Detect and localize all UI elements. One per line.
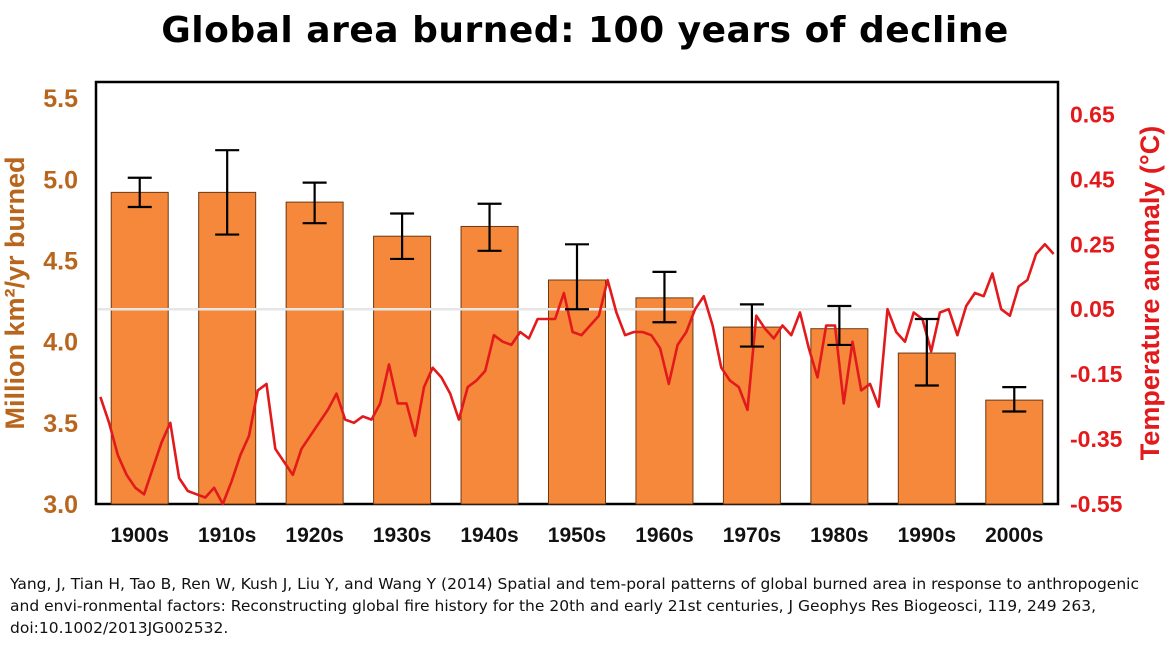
x-tick-label: 1910s — [198, 524, 256, 547]
y2-tick-label: -0.35 — [1070, 426, 1123, 452]
y2-tick-label: 0.45 — [1070, 166, 1115, 192]
y-tick-label: 5.0 — [43, 166, 78, 194]
error-bar — [215, 149, 240, 236]
y2-tick-label: 0.25 — [1070, 231, 1115, 257]
bar — [635, 297, 694, 505]
error-bar — [127, 176, 152, 209]
x-tick-label: 1990s — [898, 524, 956, 547]
bar — [198, 191, 257, 505]
temperature-anomaly-line — [99, 243, 1055, 506]
plot-area: 3.0 3.5 4.0 4.5 5.0 5.5 -0.55 -0.35 -0.15 0.05 0.2… — [0, 80, 1165, 547]
x-tick-label: 1900s — [111, 524, 169, 547]
bar — [722, 326, 781, 505]
error-bar — [652, 270, 677, 324]
y-tick-label: 3.0 — [43, 491, 78, 519]
y2-axis-title: Temperature anomaly (°C) — [1135, 126, 1165, 460]
citation-caption: Yang, J, Tian H, Tao B, Ren W, Kush J, L… — [10, 575, 1139, 637]
x-tick-label: 1940s — [460, 524, 518, 547]
x-tick-label: 1970s — [723, 524, 781, 547]
error-bar — [390, 212, 415, 261]
error-bar — [739, 303, 764, 348]
error-bar — [302, 181, 327, 225]
y2-tick-label: -0.15 — [1070, 361, 1123, 387]
error-bar — [914, 317, 939, 387]
x-tick-label: 1920s — [285, 524, 343, 547]
y-tick-label: 4.0 — [43, 329, 78, 357]
error-bar — [477, 202, 502, 252]
y-axis-title: Million km²/yr burned — [0, 156, 30, 429]
y-tick-label: 3.5 — [43, 410, 78, 438]
y2-tick-label: -0.55 — [1070, 491, 1123, 517]
error-bar — [1002, 386, 1027, 413]
chart-title: Global area burned: 100 years of decline — [161, 10, 1009, 51]
x-tick-label: 1950s — [548, 524, 606, 547]
bar — [460, 225, 519, 505]
y2-tick-label: 0.05 — [1070, 296, 1115, 322]
x-tick-label: 2000s — [985, 524, 1043, 547]
chart: © 2017 Gregory Wrightstoneinconvenientfa… — [0, 80, 1165, 547]
error-bar — [565, 243, 589, 311]
x-tick-label: 1930s — [373, 524, 431, 547]
error-bar — [827, 304, 852, 347]
x-tick-label: 1960s — [635, 524, 693, 547]
y2-tick-label: 0.65 — [1070, 101, 1115, 127]
bar — [985, 399, 1044, 505]
x-tick-label: 1980s — [810, 524, 868, 547]
bar — [285, 201, 344, 505]
bar — [373, 235, 432, 505]
y-tick-label: 5.5 — [43, 85, 78, 113]
y-tick-label: 4.5 — [43, 248, 78, 276]
